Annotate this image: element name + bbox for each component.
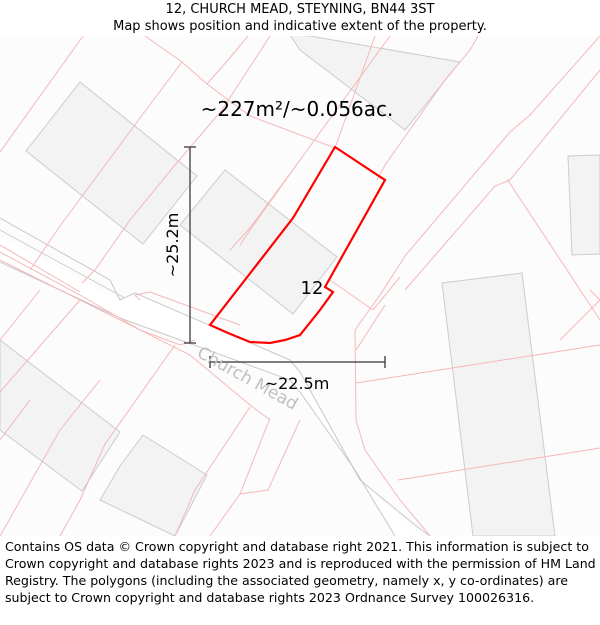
vertical-measure bbox=[184, 146, 196, 344]
building bbox=[99, 434, 208, 536]
map-header: 12, CHURCH MEAD, STEYNING, BN44 3ST Map … bbox=[0, 0, 600, 37]
building bbox=[567, 154, 600, 256]
property-address-title: 12, CHURCH MEAD, STEYNING, BN44 3ST bbox=[165, 2, 435, 17]
map-description: Map shows position and indicative extent… bbox=[113, 19, 487, 34]
building bbox=[0, 339, 121, 492]
parcel-boundaries bbox=[0, 36, 600, 536]
copyright-attribution: Contains OS data © Crown copyright and d… bbox=[5, 539, 596, 605]
building bbox=[290, 36, 461, 131]
plot-number-label: 12 bbox=[301, 278, 324, 299]
horizontal-measure bbox=[209, 356, 386, 368]
property-boundary[interactable] bbox=[208, 145, 387, 345]
horizontal-measure-label: ~22.5m bbox=[265, 374, 330, 393]
area-label: ~227m²/~0.056ac. bbox=[201, 97, 394, 121]
building bbox=[179, 169, 338, 315]
building bbox=[441, 272, 556, 536]
property-map[interactable]: Church Mead ~25.2m ~22.5m ~227m²/~0.056a… bbox=[0, 36, 600, 536]
buildings bbox=[0, 36, 600, 536]
vertical-measure-label: ~25.2m bbox=[163, 213, 182, 278]
road-church-mead bbox=[0, 217, 600, 536]
building bbox=[25, 81, 198, 245]
